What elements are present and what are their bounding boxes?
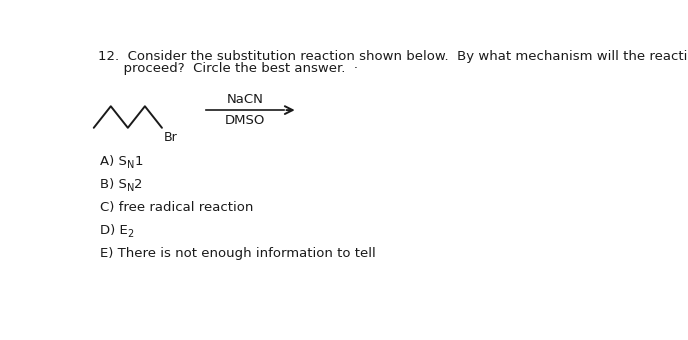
Text: D) E: D) E (100, 224, 128, 237)
Text: NaCN: NaCN (226, 93, 264, 106)
Text: Br: Br (164, 131, 178, 144)
Text: N: N (127, 183, 134, 193)
Text: 1: 1 (134, 155, 142, 168)
Text: A) S: A) S (100, 155, 127, 168)
Text: 2: 2 (134, 178, 142, 191)
Text: 2: 2 (128, 230, 134, 239)
Text: 12.  Consider the substitution reaction shown below.  By what mechanism will the: 12. Consider the substitution reaction s… (98, 50, 688, 63)
Text: DMSO: DMSO (225, 114, 265, 127)
Text: E) There is not enough information to tell: E) There is not enough information to te… (100, 247, 376, 260)
Text: B) S: B) S (100, 178, 127, 191)
Text: N: N (127, 160, 134, 170)
Text: proceed?  Circle the best answer.  ·: proceed? Circle the best answer. · (98, 62, 358, 75)
Text: C) free radical reaction: C) free radical reaction (100, 201, 253, 214)
